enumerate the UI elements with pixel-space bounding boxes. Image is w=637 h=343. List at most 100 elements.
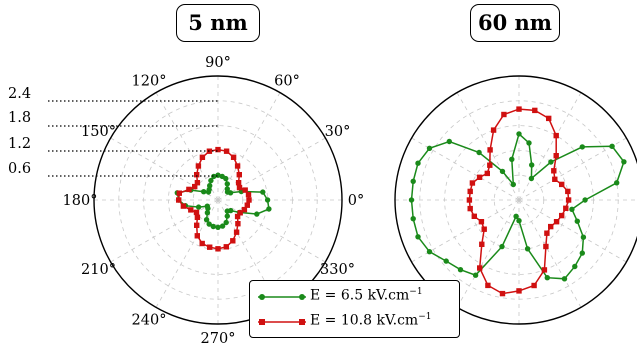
- left-series-green-point: [195, 204, 202, 210]
- right-grid-spoke: [518, 199, 582, 308]
- right-series-red-point: [559, 181, 565, 188]
- left-series-red-point: [176, 190, 182, 196]
- legend-green-line-circle-icon: [258, 294, 306, 300]
- legend-entry-red: E = 10.8 kV.cm−1: [250, 310, 459, 334]
- right-series-green-point: [415, 160, 421, 166]
- right-grid-spoke: [518, 92, 582, 201]
- left-series-red-point: [234, 213, 241, 220]
- left-series-red-point: [236, 184, 243, 191]
- right-series-green-point: [580, 234, 587, 240]
- left-series-red-point: [199, 154, 206, 160]
- right-series-red-point: [553, 153, 559, 159]
- left-series-green-point: [205, 189, 212, 195]
- right-series-red-point: [544, 230, 550, 236]
- angle-tick-label: 180°: [63, 193, 98, 209]
- right-series-red-point: [485, 282, 491, 289]
- left-series-red-point: [194, 233, 200, 239]
- left-series-green-point: [205, 205, 211, 212]
- left-series-green-point: [211, 173, 217, 180]
- left-series-red-point: [194, 222, 200, 228]
- right-series-red-point: [565, 188, 571, 195]
- left-series-red-point: [230, 238, 236, 244]
- right-series-green-point: [516, 131, 522, 137]
- left-series-green-line: [176, 174, 270, 229]
- right-series-red-point: [543, 243, 549, 250]
- left-series-green-point: [210, 223, 216, 230]
- right-series-red-point: [553, 219, 560, 225]
- left-series-red-point: [194, 180, 201, 186]
- left-series-red-point: [194, 172, 200, 178]
- right-series-green-point: [499, 168, 506, 175]
- right-series-green-point: [446, 138, 452, 145]
- right-series-green-point: [609, 143, 615, 149]
- left-series-red-point: [215, 246, 221, 252]
- angle-tick-label: 120°: [132, 74, 167, 90]
- right-series-green-point: [614, 180, 620, 186]
- right-series-green-line: [410, 132, 625, 280]
- right-outer-circle: [394, 75, 637, 325]
- left-series-red-point: [233, 229, 240, 235]
- left-plot-title: 5 nm: [176, 4, 260, 42]
- left-series-green-point: [224, 213, 230, 219]
- right-series-green-point: [516, 218, 522, 224]
- left-series-red-point: [234, 163, 241, 169]
- right-series-red-point: [552, 176, 558, 182]
- left-series-red-point: [235, 180, 242, 186]
- angle-tick-label: 0°: [348, 193, 364, 209]
- right-series-green-point: [510, 181, 516, 188]
- right-series-red-point: [553, 132, 559, 139]
- left-series-red-point: [176, 197, 182, 203]
- right-series-green-point: [561, 276, 568, 282]
- right-series-green-point: [544, 275, 550, 281]
- angle-tick-label: 210°: [81, 262, 116, 278]
- right-series-green-point: [443, 258, 449, 264]
- right-series-red-point: [532, 107, 538, 114]
- left-series-green-point: [203, 217, 210, 223]
- legend-entry-green: E = 6.5 kV.cm−1: [250, 285, 459, 309]
- angle-tick-label: 150°: [81, 124, 116, 140]
- left-series-red-point: [242, 187, 248, 193]
- left-series-green-point: [223, 219, 229, 226]
- left-outer-circle: [93, 75, 343, 325]
- right-series-green-point: [574, 218, 580, 224]
- left-series-red-point: [236, 172, 242, 178]
- left-series-green-point: [208, 177, 214, 184]
- left-series-red-point: [241, 206, 248, 213]
- right-series-green-point: [524, 246, 531, 252]
- right-series-red-point: [479, 241, 485, 247]
- right-series-green-point: [621, 159, 627, 165]
- left-series-green-point: [204, 210, 211, 216]
- left-series-red-point: [245, 191, 252, 198]
- right-series-green-point: [513, 213, 519, 219]
- left-series-red-point: [215, 146, 221, 153]
- angle-tick-label: 30°: [325, 124, 351, 140]
- left-series-green-point: [201, 189, 207, 195]
- right-series-red-point: [478, 219, 485, 225]
- right-series-green-point: [528, 175, 535, 182]
- right-series-green-point: [426, 145, 433, 151]
- right-series-red-point: [471, 213, 477, 219]
- right-series-green-point: [472, 272, 479, 278]
- left-series-red-point: [188, 207, 194, 213]
- right-series-red-point: [484, 170, 490, 177]
- angle-tick-label: 60°: [274, 74, 300, 90]
- right-series-red-point: [467, 188, 473, 195]
- left-series-red-point: [180, 203, 187, 209]
- angle-tick-label: 270°: [201, 331, 236, 343]
- left-series-red-point: [186, 186, 192, 193]
- left-series-green-point: [224, 186, 230, 192]
- right-series-green-point: [408, 197, 415, 203]
- right-series-red-point: [487, 162, 493, 168]
- left-series-red-point: [195, 163, 202, 169]
- right-series-green-point: [410, 216, 416, 222]
- right-series-red-point: [467, 205, 473, 212]
- left-series-red-point: [199, 240, 205, 247]
- right-series-red-point: [563, 205, 569, 211]
- left-grid-spoke: [155, 199, 219, 308]
- right-series-red-point: [477, 265, 483, 271]
- right-series-red-point: [501, 111, 507, 118]
- right-series-red-point: [516, 106, 522, 112]
- right-series-green-point: [579, 250, 585, 256]
- left-series-green-point: [206, 221, 212, 227]
